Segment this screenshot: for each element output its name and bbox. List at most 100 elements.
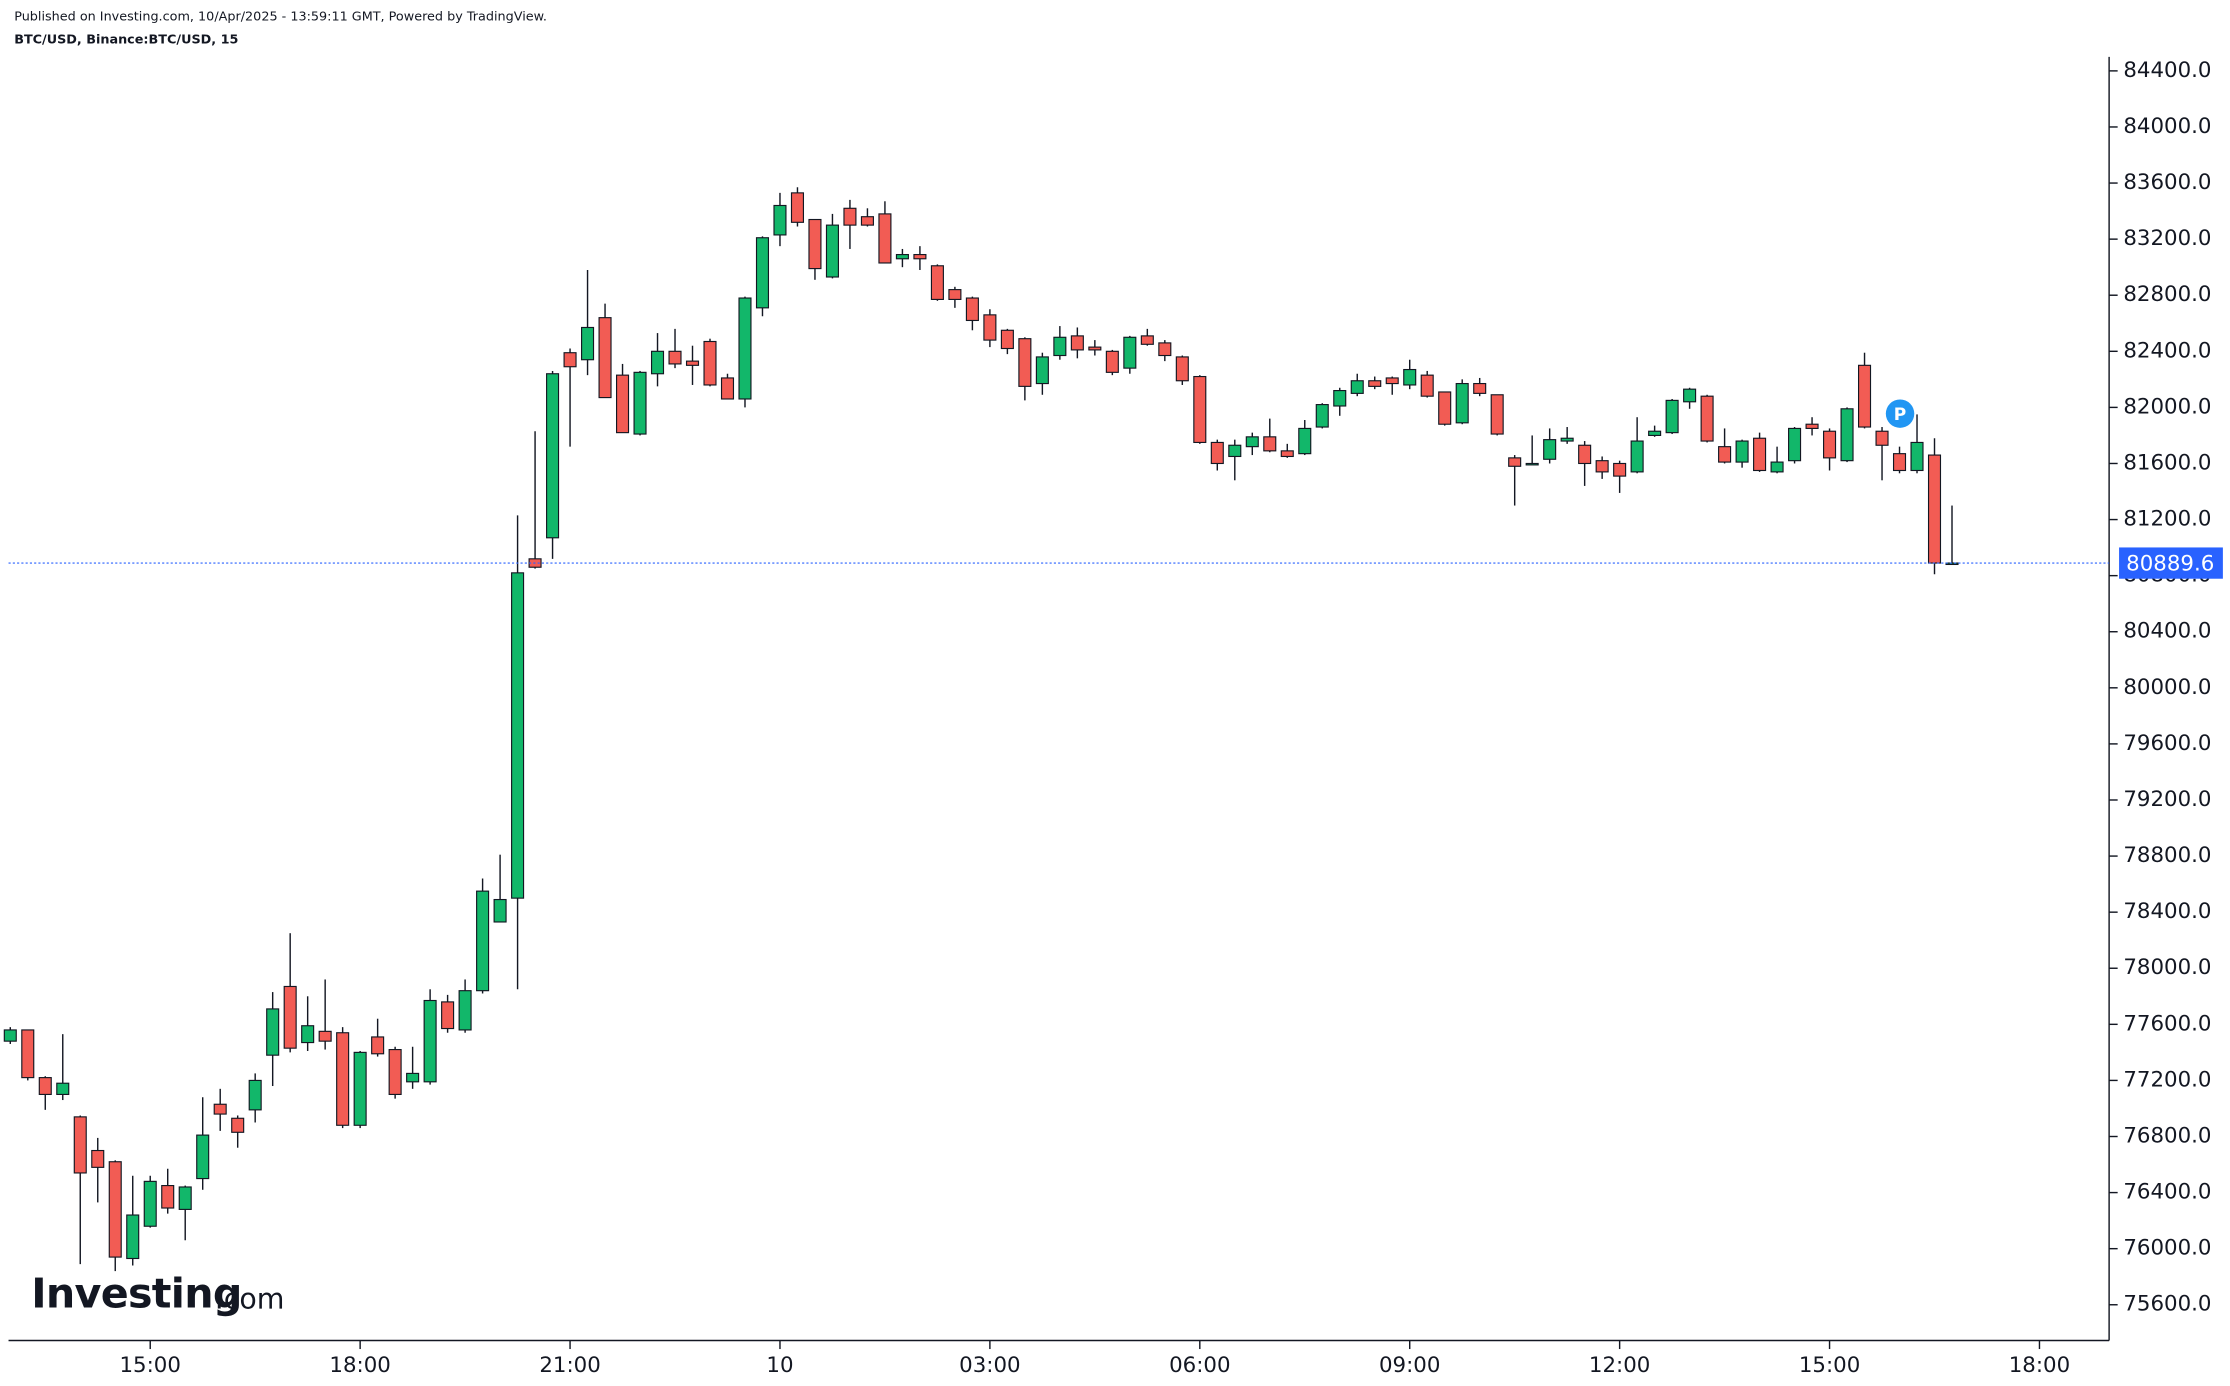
x-tick-label: 12:00: [1589, 1353, 1650, 1378]
x-tick-label: 18:00: [329, 1353, 390, 1378]
y-tick-label: 79200.0: [2123, 787, 2211, 812]
candle-body: [615, 374, 630, 434]
candle-body: [1683, 388, 1697, 403]
candle-body: [703, 340, 717, 386]
y-tick-label: 76400.0: [2123, 1180, 2211, 1205]
y-tick-label: 83600.0: [2123, 170, 2211, 195]
candle-body: [930, 265, 944, 300]
candle-body: [1630, 440, 1644, 473]
candle-body: [1210, 441, 1224, 465]
candle-body: [790, 192, 805, 223]
candle-body: [91, 1149, 105, 1168]
candle-body: [1613, 462, 1627, 477]
y-tick-label: 78800.0: [2123, 843, 2211, 868]
candle-body: [1105, 350, 1119, 373]
x-tick-label: 15:00: [1799, 1353, 1860, 1378]
x-tick-label: 15:00: [120, 1353, 181, 1378]
candle-body: [843, 207, 857, 226]
candle-body: [371, 1036, 385, 1055]
candle-body: [213, 1103, 227, 1115]
candle-body: [38, 1077, 52, 1096]
candles: [3, 187, 1959, 1272]
candle-body: [650, 350, 665, 375]
candle-body: [1368, 380, 1382, 387]
y-tick-label: 77200.0: [2123, 1067, 2211, 1092]
candle-body: [476, 890, 490, 992]
candle-body: [56, 1082, 70, 1096]
candle-body: [1700, 395, 1714, 442]
y-tick-label: 83200.0: [2123, 226, 2211, 251]
y-tick-label: 82800.0: [2123, 282, 2211, 307]
candle-body: [581, 326, 595, 361]
candle-body: [1927, 454, 1942, 564]
candle-body: [1753, 437, 1767, 472]
candle-body: [178, 1186, 192, 1210]
candle-body: [1403, 368, 1417, 386]
note-marker-label: P: [1894, 405, 1907, 425]
candle-body: [860, 216, 874, 226]
candle-body: [143, 1180, 157, 1227]
candle-body: [1315, 404, 1329, 428]
candle-body: [231, 1117, 245, 1133]
candle-body: [1875, 430, 1889, 446]
y-tick-label: 76000.0: [2123, 1236, 2211, 1261]
candle-body: [196, 1134, 210, 1180]
y-tick-label: 76800.0: [2123, 1124, 2211, 1149]
candle-body: [948, 289, 962, 300]
candle-body: [1788, 427, 1802, 462]
candle-body: [318, 1030, 332, 1042]
candle-body: [248, 1079, 262, 1111]
y-tick-label: 75600.0: [2123, 1292, 2211, 1317]
candle-body: [1823, 430, 1837, 459]
candle-body: [983, 314, 997, 341]
candle-body: [895, 253, 909, 260]
candle-body: [598, 317, 612, 399]
last-price-box: [2119, 547, 2223, 579]
candle-body: [1525, 462, 1539, 466]
candle-body: [1665, 399, 1679, 434]
candle-body: [423, 999, 437, 1083]
candle-body: [1018, 338, 1032, 387]
candle-body: [1805, 423, 1819, 429]
candle-body: [808, 218, 822, 270]
candle-body: [1053, 336, 1067, 357]
candle-body: [633, 371, 647, 435]
candle-body: [1438, 391, 1452, 425]
candle-body: [1088, 346, 1102, 351]
logo-suffix: .com: [215, 1283, 285, 1316]
candle-body: [1123, 336, 1137, 369]
candle-body: [406, 1072, 420, 1083]
candle-body: [1543, 439, 1557, 460]
y-tick-label: 78400.0: [2123, 899, 2211, 924]
y-tick-label: 80400.0: [2123, 619, 2211, 644]
candle-body: [336, 1032, 350, 1126]
candle-body: [1140, 335, 1154, 345]
last-price-label: 80889.6: [2126, 552, 2214, 577]
note-marker: [1885, 399, 1915, 428]
chart-title: Published on Investing.com, 10/Apr/2025 …: [14, 10, 547, 25]
candle-body: [161, 1185, 175, 1209]
candle-body: [1857, 364, 1872, 428]
candle-body: [1228, 444, 1242, 458]
candle-body: [1333, 389, 1347, 407]
y-tick-label: 81200.0: [2123, 507, 2211, 532]
candle-body: [283, 985, 297, 1049]
x-tick-label: 10: [766, 1353, 793, 1378]
candle-body: [825, 224, 839, 278]
candle-body: [1473, 382, 1487, 394]
candle-body: [546, 373, 560, 539]
candle-body: [563, 352, 577, 368]
candle-body: [1245, 436, 1259, 448]
candle-body: [1455, 382, 1469, 424]
candle-body: [1193, 375, 1207, 444]
candle-body: [1892, 453, 1907, 472]
candle-body: [126, 1214, 140, 1260]
candle-body: [913, 253, 927, 260]
candle-body: [1840, 408, 1854, 462]
y-tick-label: 78000.0: [2123, 955, 2211, 980]
x-tick-label: 06:00: [1169, 1353, 1230, 1378]
candle-body: [73, 1116, 87, 1174]
y-tick-label: 80000.0: [2123, 675, 2211, 700]
candle-body: [1490, 394, 1504, 435]
